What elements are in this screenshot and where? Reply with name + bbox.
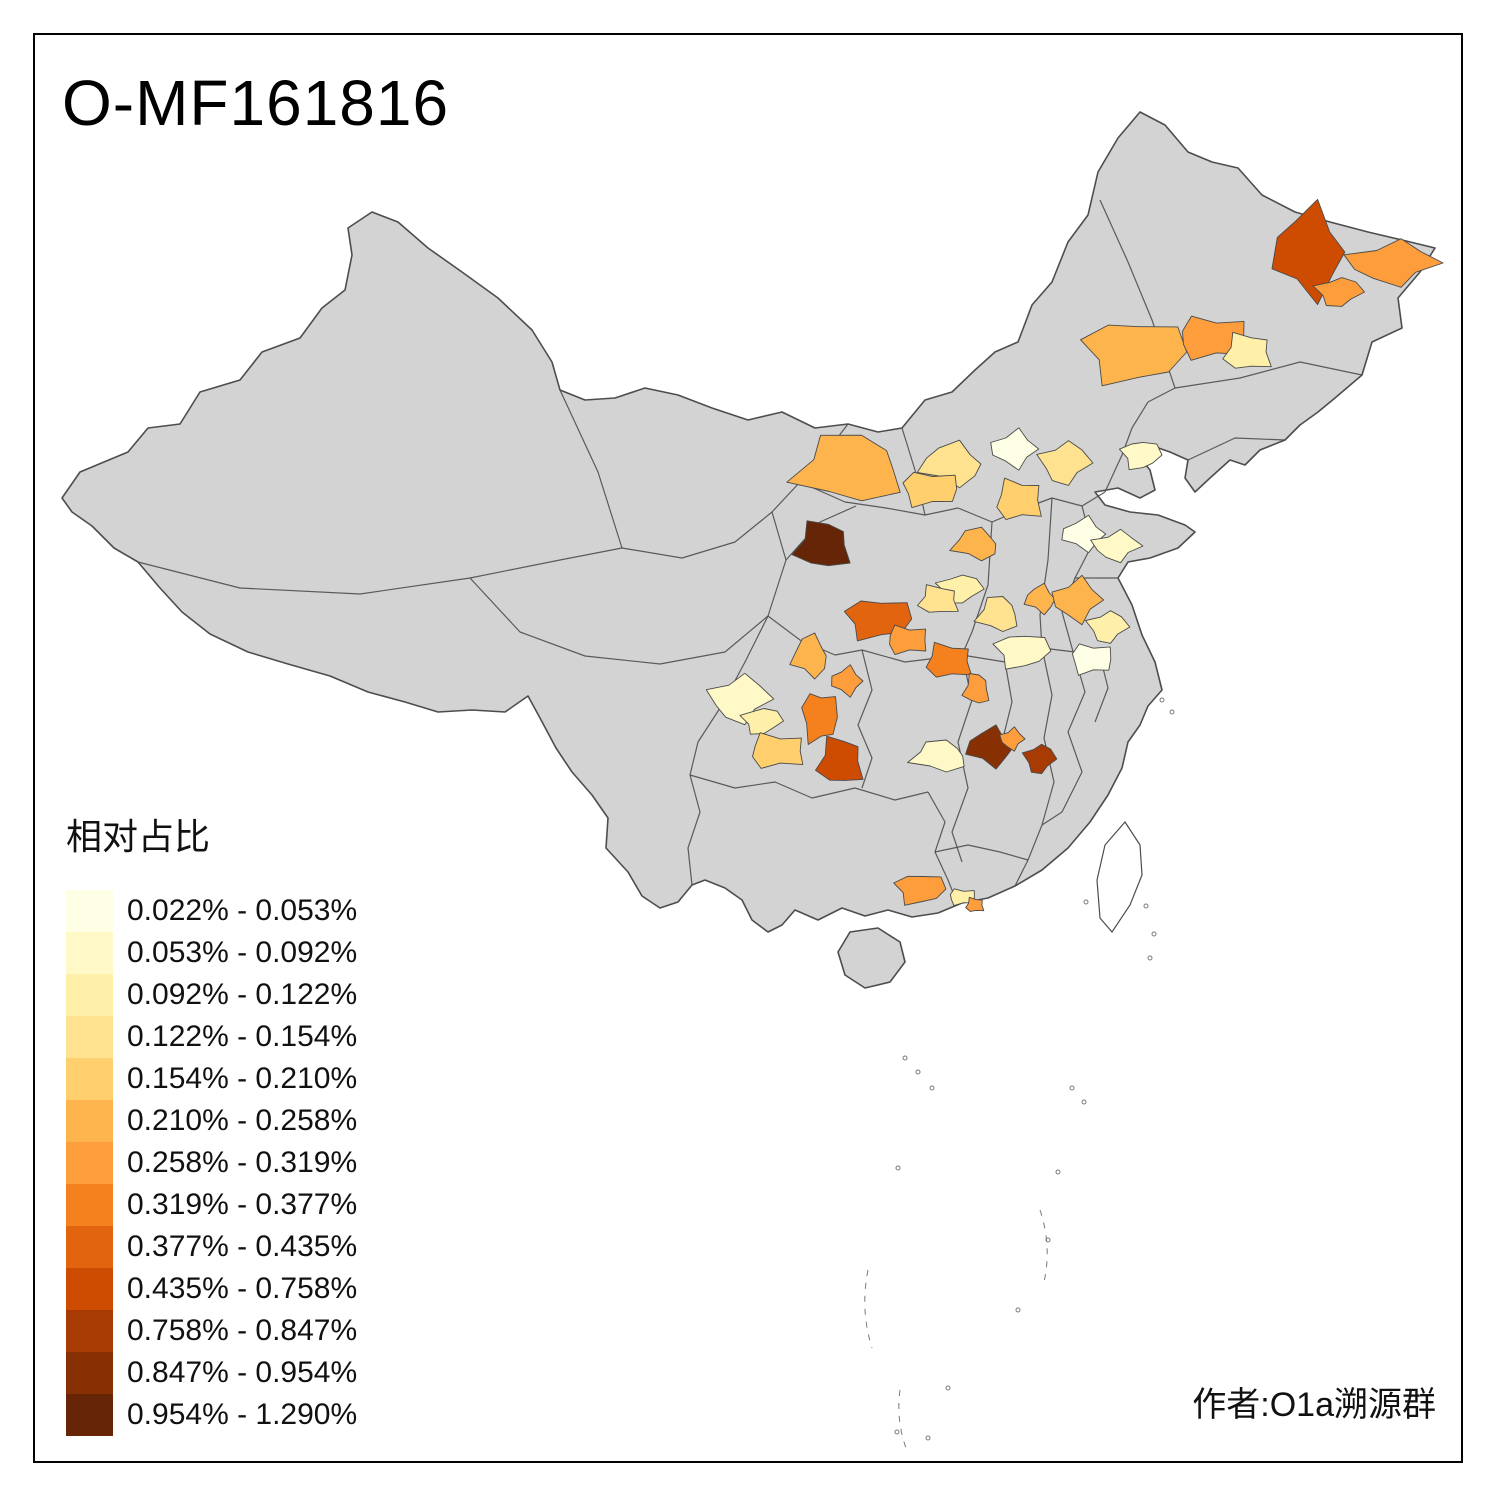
map-region — [965, 896, 985, 912]
legend-swatch — [66, 1310, 113, 1352]
legend-label: 0.053% - 0.092% — [127, 936, 358, 969]
map-region — [1222, 331, 1272, 369]
map-region — [902, 471, 958, 509]
figure-frame — [33, 33, 1463, 1463]
map-region — [916, 439, 982, 489]
map-region — [1051, 574, 1105, 626]
map-region — [990, 427, 1040, 471]
map-region — [916, 584, 959, 613]
attribution: 作者:O1a溯源群 — [1192, 1386, 1436, 1424]
legend-swatch — [66, 1016, 113, 1058]
legend-item: 0.122% - 0.154% — [66, 1016, 357, 1058]
map-region — [815, 735, 864, 781]
taiwan-island — [1096, 821, 1143, 933]
map-region — [961, 673, 990, 704]
legend-item: 0.154% - 0.210% — [66, 1058, 357, 1100]
map-region — [999, 726, 1026, 752]
map-region — [1312, 277, 1366, 307]
legend-item: 0.053% - 0.092% — [66, 932, 357, 974]
legend-label: 0.122% - 0.154% — [127, 1020, 358, 1053]
legend-label: 0.435% - 0.758% — [127, 1272, 358, 1305]
map-region — [973, 596, 1018, 632]
legend-items: 0.022% - 0.053% 0.053% - 0.092% 0.092% - 0… — [66, 890, 357, 1436]
map-region — [1023, 582, 1056, 616]
map-region — [889, 624, 927, 656]
map-region — [907, 739, 965, 773]
map-region — [992, 635, 1052, 670]
legend-item: 0.435% - 0.758% — [66, 1268, 357, 1310]
sea-islets — [864, 697, 1175, 1449]
map-region — [791, 520, 851, 567]
map-region — [1090, 528, 1144, 564]
legend-label: 0.154% - 0.210% — [127, 1062, 358, 1095]
legend-swatch — [66, 974, 113, 1016]
china-outline — [61, 111, 1436, 933]
legend-title: 相对占比 — [66, 816, 211, 857]
legend-label: 0.377% - 0.435% — [127, 1230, 358, 1263]
map-region — [949, 526, 997, 562]
legend-item: 0.319% - 0.377% — [66, 1184, 357, 1226]
legend: 相对占比 0.022% - 0.053% 0.053% - 0.092% 0.092… — [66, 808, 357, 1436]
map-region — [1071, 643, 1112, 676]
legend-label: 0.092% - 0.122% — [127, 978, 358, 1011]
legend-swatch — [66, 890, 113, 932]
legend-swatch — [66, 1058, 113, 1100]
legend-item: 0.092% - 0.122% — [66, 974, 357, 1016]
legend-label: 0.210% - 0.258% — [127, 1104, 358, 1137]
legend-item: 0.954% - 1.290% — [66, 1394, 357, 1436]
map-title: O-MF161816 — [62, 67, 450, 139]
legend-item: 0.847% - 0.954% — [66, 1352, 357, 1394]
map-region — [786, 434, 901, 502]
map-region — [893, 875, 947, 906]
map-region — [1085, 610, 1131, 644]
legend-swatch — [66, 932, 113, 974]
map-region — [752, 732, 804, 769]
legend-label: 0.022% - 0.053% — [127, 894, 358, 927]
legend-swatch — [66, 1184, 113, 1226]
legend-item: 0.377% - 0.435% — [66, 1226, 357, 1268]
legend-swatch — [66, 1100, 113, 1142]
map-region — [831, 664, 864, 698]
map-region — [1343, 238, 1444, 288]
map-region — [1080, 324, 1188, 387]
legend-swatch — [66, 1352, 113, 1394]
legend-item: 0.022% - 0.053% — [66, 890, 357, 932]
legend-item: 0.758% - 0.847% — [66, 1310, 357, 1352]
legend-label: 0.847% - 0.954% — [127, 1356, 358, 1389]
map-region — [996, 477, 1042, 521]
legend-label: 0.758% - 0.847% — [127, 1314, 358, 1347]
legend-item: 0.210% - 0.258% — [66, 1100, 357, 1142]
map-region — [925, 641, 972, 678]
legend-label: 0.954% - 1.290% — [127, 1398, 358, 1431]
legend-swatch — [66, 1268, 113, 1310]
legend-swatch — [66, 1226, 113, 1268]
map-region — [801, 693, 838, 745]
legend-label: 0.258% - 0.319% — [127, 1146, 358, 1179]
hainan-island — [837, 927, 906, 989]
map-region — [739, 708, 784, 735]
colored-regions — [705, 198, 1444, 912]
map-region — [789, 632, 827, 680]
legend-swatch — [66, 1142, 113, 1184]
legend-item: 0.258% - 0.319% — [66, 1142, 357, 1184]
map-region — [1118, 441, 1163, 471]
map-region — [1021, 743, 1058, 775]
legend-label: 0.319% - 0.377% — [127, 1188, 358, 1221]
legend-swatch — [66, 1394, 113, 1436]
map-region — [1036, 440, 1094, 486]
